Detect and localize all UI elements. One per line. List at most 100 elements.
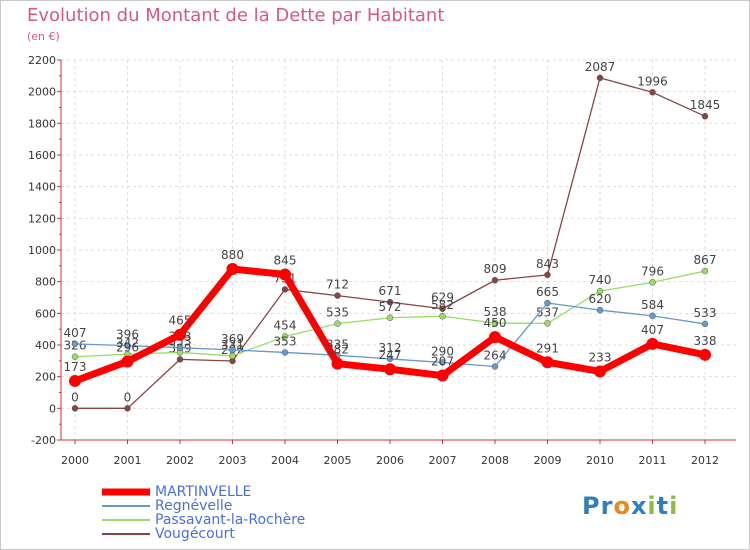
logo-letter: i [647,492,657,520]
data-label: 537 [536,305,559,319]
data-label: 207 [431,355,454,369]
data-point [176,344,184,351]
data-label: 282 [326,343,349,357]
data-point [331,357,344,370]
data-point [439,359,446,366]
data-point [334,292,341,299]
data-label: 312 [379,341,402,355]
data-label: 1845 [690,98,721,112]
data-point [121,355,134,368]
data-label: 535 [326,306,349,320]
data-label: 533 [694,306,717,320]
data-point [701,112,709,120]
data-label: 331 [221,338,244,352]
x-tick-label: 2004 [271,454,299,467]
x-tick-label: 2001 [114,454,142,467]
legend-label: Passavant-la-Rochère [155,512,306,528]
data-point [281,286,289,293]
data-point [439,312,446,320]
y-tick-label: 200 [35,371,56,384]
data-point [229,352,236,360]
data-point [489,331,501,344]
proxiti-logo: Proxiti [582,492,678,520]
data-point [491,319,499,327]
data-point [596,74,604,82]
y-tick-label: 0 [49,402,56,415]
logo-letter: t [656,492,670,520]
data-point [596,306,604,314]
legend-label: Vougécourt [155,526,235,542]
data-label: 796 [641,264,664,278]
data-label: 629 [431,291,454,305]
data-point [124,342,131,349]
data-label: 407 [64,326,87,340]
data-label: 843 [536,257,559,271]
data-label: 369 [221,332,244,346]
data-point [544,299,551,307]
y-tick-label: 1600 [28,149,56,162]
data-label: 845 [274,254,297,268]
data-label: 712 [326,278,349,292]
data-point [279,268,291,281]
y-tick-label: 1000 [28,244,56,257]
logo-letter: i [669,492,679,520]
y-tick-label: 2000 [28,86,56,99]
data-point [174,328,186,341]
x-tick-label: 2000 [61,454,89,467]
data-label: 291 [536,341,559,355]
data-point [436,369,449,382]
data-point [594,365,606,378]
data-label: 809 [484,262,507,276]
data-point [176,356,184,363]
x-tick-label: 2011 [639,454,667,467]
logo-letter: r [600,492,614,520]
logo-letter: P [582,492,601,520]
y-tick-label: 400 [35,339,56,352]
data-point [699,348,711,361]
x-tick-label: 2008 [481,454,509,467]
data-label: 538 [484,305,507,319]
data-label: 671 [379,284,402,298]
y-tick-label: 2200 [28,54,56,67]
data-label: 247 [379,348,402,362]
legend-label: Regnévelle [155,498,233,514]
data-point [71,353,79,360]
data-point [439,305,446,312]
data-label: 353 [274,334,297,348]
data-point [646,337,659,350]
data-point [544,320,551,327]
data-point [69,374,81,387]
data-label: 572 [379,300,402,314]
x-tick-label: 2009 [534,454,562,467]
data-point [386,314,394,322]
y-tick-label: -200 [31,434,56,447]
x-tick-label: 2005 [324,454,352,467]
data-point [649,89,656,96]
chart-title: Evolution du Montant de la Dette par Hab… [27,5,445,26]
data-label: 396 [116,328,139,342]
x-tick-label: 2003 [219,454,247,467]
data-point [649,279,656,286]
data-label: 867 [694,253,717,267]
data-point [124,405,131,412]
data-label: 584 [641,298,664,312]
data-label: 407 [641,323,664,337]
data-point [491,276,499,284]
logo-letter: o [613,492,631,520]
data-label: 454 [274,318,297,332]
data-point [384,363,396,376]
x-tick-label: 2006 [376,454,404,467]
data-label: 665 [536,285,559,299]
data-point [226,263,239,275]
data-label: 264 [484,349,507,363]
x-tick-label: 2007 [429,454,457,467]
data-label: 1996 [637,74,668,88]
data-point [491,363,499,370]
y-tick-label: 1800 [28,117,56,130]
data-label: 582 [431,298,454,312]
data-label: 740 [589,273,612,287]
logo-letter: x [630,492,648,520]
data-label: 290 [431,344,454,358]
data-point [71,340,79,348]
data-point [71,405,79,412]
